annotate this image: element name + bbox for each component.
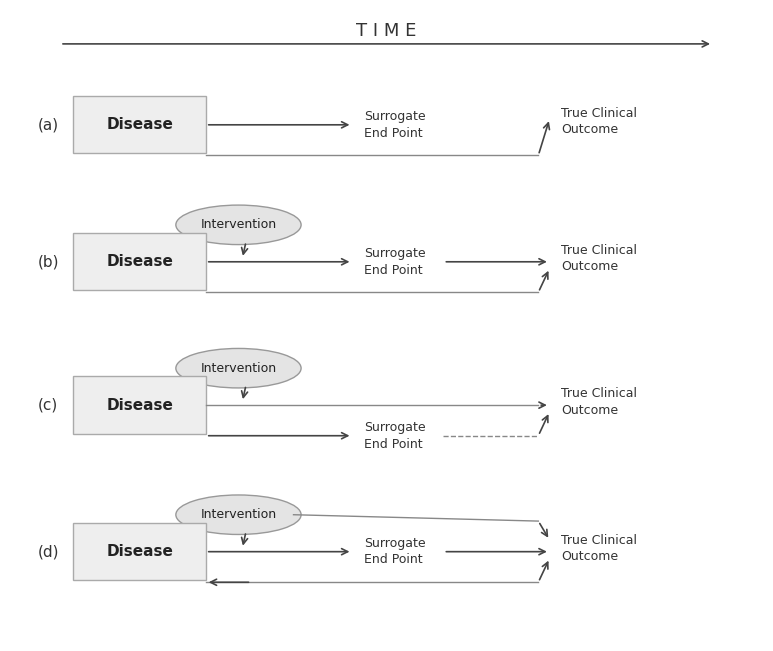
- Text: Outcome: Outcome: [561, 124, 618, 137]
- Text: (a): (a): [37, 117, 59, 132]
- Text: Surrogate: Surrogate: [364, 247, 425, 260]
- Text: Disease: Disease: [107, 544, 173, 559]
- Text: Outcome: Outcome: [561, 260, 618, 273]
- Text: (c): (c): [37, 398, 57, 413]
- Text: True Clinical: True Clinical: [561, 244, 637, 257]
- FancyBboxPatch shape: [73, 96, 206, 154]
- Text: (b): (b): [37, 255, 59, 270]
- Text: True Clinical: True Clinical: [561, 107, 637, 120]
- Text: Surrogate: Surrogate: [364, 421, 425, 434]
- Text: Surrogate: Surrogate: [364, 537, 425, 550]
- Ellipse shape: [175, 495, 301, 534]
- Text: Intervention: Intervention: [200, 508, 277, 521]
- Text: Intervention: Intervention: [200, 218, 277, 231]
- FancyBboxPatch shape: [73, 523, 206, 580]
- Text: Intervention: Intervention: [200, 362, 277, 375]
- FancyBboxPatch shape: [73, 376, 206, 434]
- Text: True Clinical: True Clinical: [561, 387, 637, 400]
- Text: Surrogate: Surrogate: [364, 110, 425, 123]
- Text: Outcome: Outcome: [561, 404, 618, 417]
- FancyBboxPatch shape: [73, 233, 206, 290]
- Text: End Point: End Point: [364, 126, 422, 139]
- Text: End Point: End Point: [364, 553, 422, 566]
- Text: Disease: Disease: [107, 117, 173, 132]
- Text: End Point: End Point: [364, 264, 422, 277]
- Text: End Point: End Point: [364, 437, 422, 450]
- Text: Outcome: Outcome: [561, 550, 618, 563]
- Ellipse shape: [175, 205, 301, 245]
- Text: True Clinical: True Clinical: [561, 534, 637, 547]
- Text: (d): (d): [37, 544, 59, 559]
- Text: T I M E: T I M E: [356, 22, 417, 40]
- Text: Disease: Disease: [107, 255, 173, 270]
- Ellipse shape: [175, 348, 301, 388]
- Text: Disease: Disease: [107, 398, 173, 413]
